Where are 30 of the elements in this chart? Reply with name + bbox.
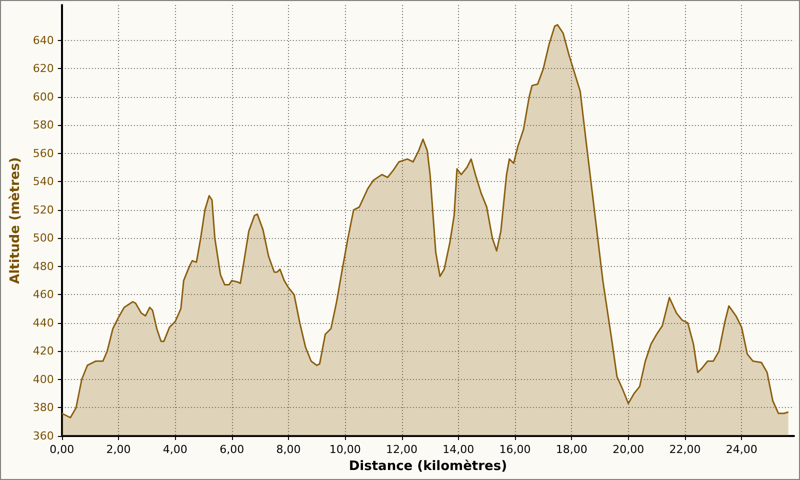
y-tick-label: 460 <box>32 288 54 302</box>
y-tick-label: 560 <box>32 146 54 160</box>
x-tick-label: 14,00 <box>442 443 474 456</box>
x-tick-label: 10,00 <box>329 443 361 456</box>
y-tick-label: 640 <box>32 34 54 47</box>
y-tick-label: 520 <box>32 203 54 216</box>
x-tick-label: 22,00 <box>669 443 701 456</box>
y-tick-label: 380 <box>32 401 54 414</box>
y-tick-label: 480 <box>32 260 54 273</box>
x-tick-label: 24,00 <box>726 443 758 456</box>
y-tick-label: 620 <box>32 62 54 76</box>
y-tick-label: 580 <box>32 118 54 132</box>
y-tick-label: 500 <box>32 232 54 245</box>
y-tick-label: 360 <box>32 430 54 442</box>
x-tick-label: 6,00 <box>220 443 244 456</box>
x-tick-label: 8,00 <box>276 443 301 456</box>
x-tick-label: 2,00 <box>106 443 131 456</box>
y-tick-label: 400 <box>32 372 54 386</box>
y-tick-label: 440 <box>32 316 54 330</box>
y-tick-label: 540 <box>32 175 54 188</box>
x-tick-label: 12,00 <box>386 443 418 456</box>
x-tick-label: 4,00 <box>162 443 188 456</box>
x-tick-label: 0,00 <box>50 443 74 456</box>
y-tick-label: 600 <box>32 90 54 104</box>
x-tick-label: 20,00 <box>612 443 644 456</box>
y-tick-label: 420 <box>32 344 54 358</box>
x-tick-label: 16,00 <box>499 443 531 456</box>
x-tick-label: 18,00 <box>556 443 588 456</box>
x-axis-title: Distance (kilomètres) <box>348 459 508 474</box>
y-axis-title: Altitude (mètres) <box>8 157 23 284</box>
